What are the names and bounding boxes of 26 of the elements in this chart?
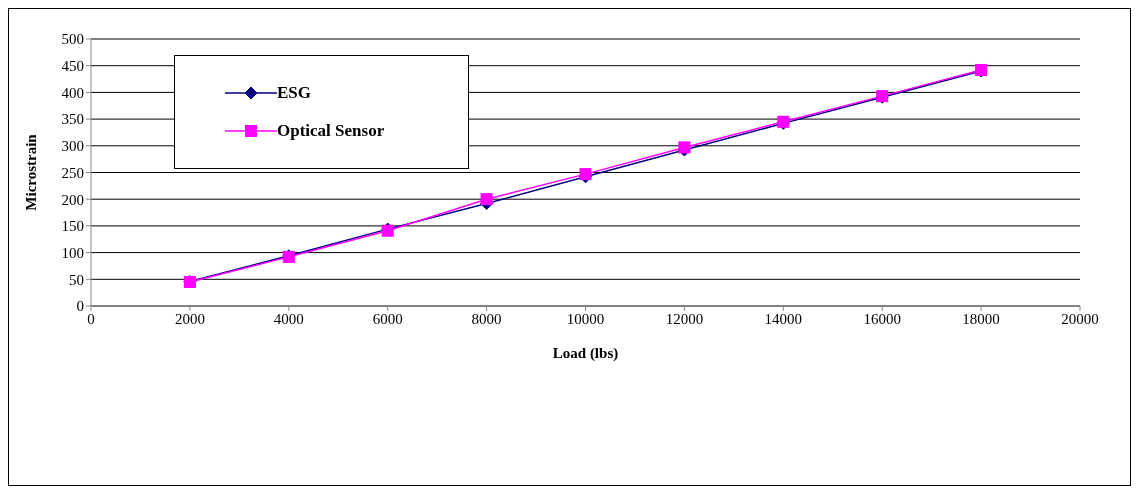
x-tick-label: 0 bbox=[87, 310, 95, 327]
y-tick-label: 50 bbox=[69, 271, 84, 288]
x-tick-label: 6000 bbox=[372, 310, 403, 327]
y-tick-label: 400 bbox=[61, 84, 84, 101]
legend-label: ESG bbox=[277, 83, 312, 103]
y-tick-label: 150 bbox=[61, 218, 84, 235]
x-tick-label: 12000 bbox=[665, 310, 704, 327]
y-axis-title: Microstrain bbox=[23, 133, 40, 211]
x-tick-label: 8000 bbox=[471, 310, 502, 327]
y-tick-label: 350 bbox=[61, 111, 84, 128]
y-tick-label: 450 bbox=[61, 58, 84, 75]
legend-label: Optical Sensor bbox=[277, 121, 385, 141]
x-tick-label: 14000 bbox=[764, 310, 803, 327]
x-axis-title: Load (lbs) bbox=[552, 345, 619, 362]
y-tick-label: 100 bbox=[61, 244, 84, 261]
x-tick-label: 4000 bbox=[273, 310, 304, 327]
x-tick-label: 2000 bbox=[174, 310, 205, 327]
y-tick-label: 500 bbox=[61, 31, 84, 48]
y-tick-label: 300 bbox=[61, 138, 84, 155]
x-tick-label: 20000 bbox=[1061, 310, 1099, 327]
y-tick-label: 200 bbox=[61, 191, 84, 208]
y-tick-label: 250 bbox=[61, 164, 84, 181]
x-tick-label: 10000 bbox=[566, 310, 605, 327]
x-tick-label: 18000 bbox=[962, 310, 1000, 327]
x-tick-label: 16000 bbox=[863, 310, 901, 327]
y-tick-label: 0 bbox=[76, 298, 84, 315]
